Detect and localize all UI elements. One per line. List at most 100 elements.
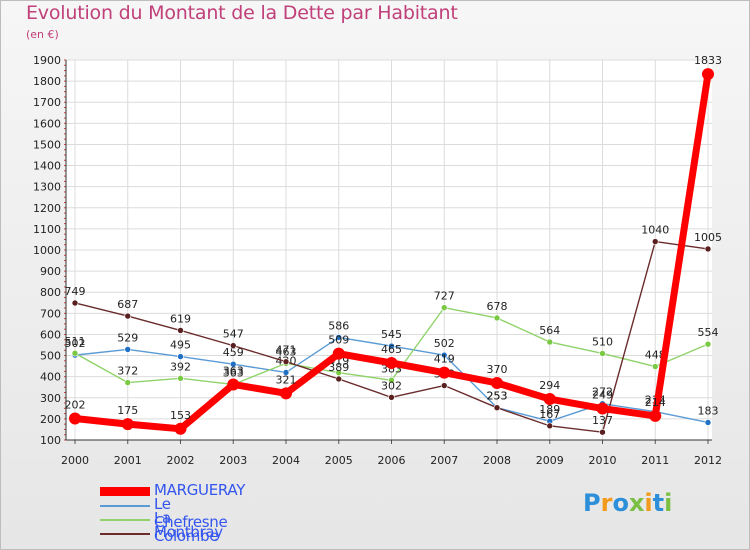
data-label: 510 [592,335,613,348]
x-tick-label: 2003 [219,454,247,467]
data-point [702,68,714,81]
y-minor-tick [64,196,66,198]
y-minor-tick [64,386,66,388]
y-minor-tick [64,59,66,61]
data-label: 511 [65,335,86,348]
data-label: 678 [487,300,508,313]
x-tick-label: 2002 [167,454,195,467]
y-minor-tick [64,333,66,335]
y-minor-tick [64,439,66,441]
data-label: 363 [223,366,244,379]
y-minor-tick [64,117,66,119]
x-tick-label: 2006 [378,454,406,467]
y-minor-tick [64,434,66,436]
y-tick-label: 400 [40,371,61,384]
data-point [69,412,81,425]
data-point [649,409,662,422]
y-minor-tick [64,418,66,420]
y-minor-tick [64,96,66,98]
data-label: 183 [698,404,719,417]
y-minor-tick [64,318,66,320]
y-tick-label: 900 [40,265,61,278]
data-label: 687 [117,298,138,311]
chart-title: Evolution du Montant de la Dette par Hab… [26,2,458,24]
data-label: 471 [276,344,297,357]
x-tick-label: 2005 [325,454,353,467]
data-point [438,366,451,379]
y-minor-tick [64,328,66,330]
data-label: 419 [434,353,455,366]
y-minor-tick [64,407,66,409]
y-minor-tick [64,244,66,246]
y-minor-tick [64,212,66,214]
data-point [493,404,501,412]
data-label: 175 [117,404,138,417]
y-minor-tick [64,339,66,341]
data-point [388,394,395,401]
y-tick-label: 500 [40,350,61,363]
y-minor-tick [64,297,66,298]
y-minor-tick [64,80,66,82]
data-point [704,419,712,426]
x-tick-label: 2000 [61,454,89,467]
y-minor-tick [64,202,66,203]
y-minor-tick [64,312,66,314]
data-point [385,356,398,369]
data-label: 321 [276,373,297,386]
data-point [651,238,659,245]
data-label: 1833 [694,54,722,67]
y-minor-tick [64,122,66,124]
y-minor-tick [64,217,66,219]
y-minor-tick [64,101,66,103]
data-point [335,334,343,341]
y-tick-label: 100 [40,434,61,447]
y-minor-tick [64,349,66,351]
y-minor-tick [64,323,66,325]
x-tick-label: 2007 [430,454,458,467]
data-point [71,349,79,357]
y-minor-tick [64,413,66,415]
data-point [282,369,290,376]
legend-swatch [100,487,150,496]
data-point [704,340,712,348]
data-point [440,382,448,389]
x-tick-label: 2012 [694,454,722,467]
data-point [596,402,609,415]
data-label: 302 [381,379,402,392]
data-label: 372 [117,365,138,378]
y-tick-label: 1600 [33,117,61,130]
y-tick-label: 300 [40,392,61,405]
data-label: 586 [328,319,349,332]
data-point [177,375,184,382]
y-minor-tick [64,180,66,182]
data-label: 509 [328,334,349,347]
data-label: 529 [117,331,138,344]
data-label: 448 [645,349,666,362]
y-tick-label: 1300 [33,181,61,194]
y-minor-tick [64,133,66,135]
data-point [704,245,712,253]
x-tick-label: 2009 [536,454,564,467]
y-minor-tick [64,159,66,161]
y-tick-label: 1100 [33,223,61,236]
chart-unit: (en €) [26,28,59,41]
data-label: 167 [539,408,560,421]
legend-label: Montbray [154,523,223,541]
data-label: 459 [223,346,244,359]
y-tick-label: 1400 [33,160,61,173]
y-minor-tick [64,112,66,114]
data-label: 294 [539,379,560,392]
data-label: 272 [592,386,613,399]
y-minor-tick [64,270,66,272]
data-point [124,346,132,353]
y-minor-tick [64,149,66,151]
data-point [124,312,132,320]
x-tick-label: 2011 [641,454,669,467]
data-label: 545 [381,328,402,341]
y-tick-label: 1700 [33,96,61,109]
y-minor-tick [64,392,66,393]
y-minor-tick [64,170,66,172]
y-tick-label: 800 [40,286,61,299]
y-tick-label: 200 [40,413,61,426]
y-minor-tick [64,307,66,309]
